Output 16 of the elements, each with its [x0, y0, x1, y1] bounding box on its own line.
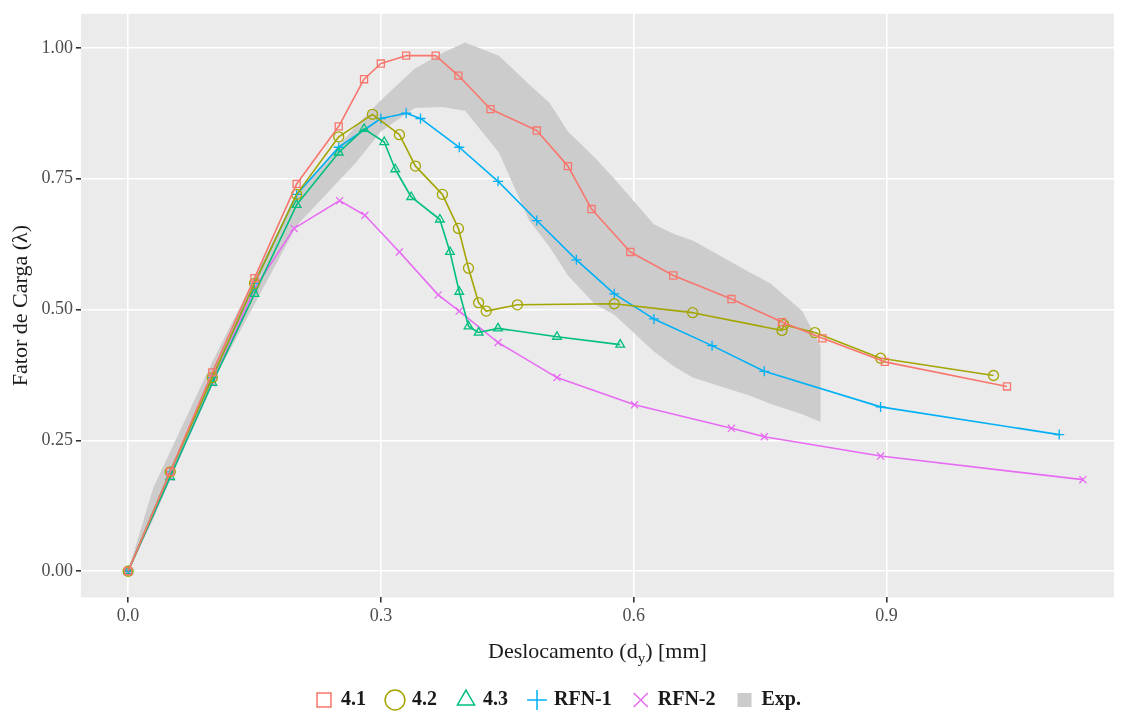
y-axis-title: Fator de Carga (λ) [6, 225, 32, 387]
legend-label: 4.3 [483, 687, 508, 710]
y-tick-label: 0.00 [41, 559, 73, 580]
x-tick-label: 0.0 [116, 604, 140, 625]
x-tick-label: 0.3 [369, 604, 393, 625]
x-tick-label: 0.6 [622, 604, 645, 625]
legend-label: 4.2 [412, 687, 437, 710]
y-tick-label: 1.00 [41, 36, 73, 57]
legend-label: 4.1 [341, 687, 366, 710]
legend-label: Exp. [761, 687, 801, 711]
legend-label: RFN-1 [554, 687, 612, 710]
y-tick-label: 0.50 [41, 298, 73, 319]
legend-label: RFN-2 [657, 687, 716, 710]
y-tick-label: 0.75 [41, 167, 73, 188]
y-tick-label: 0.25 [41, 429, 73, 450]
x-tick-label: 0.9 [875, 604, 898, 625]
